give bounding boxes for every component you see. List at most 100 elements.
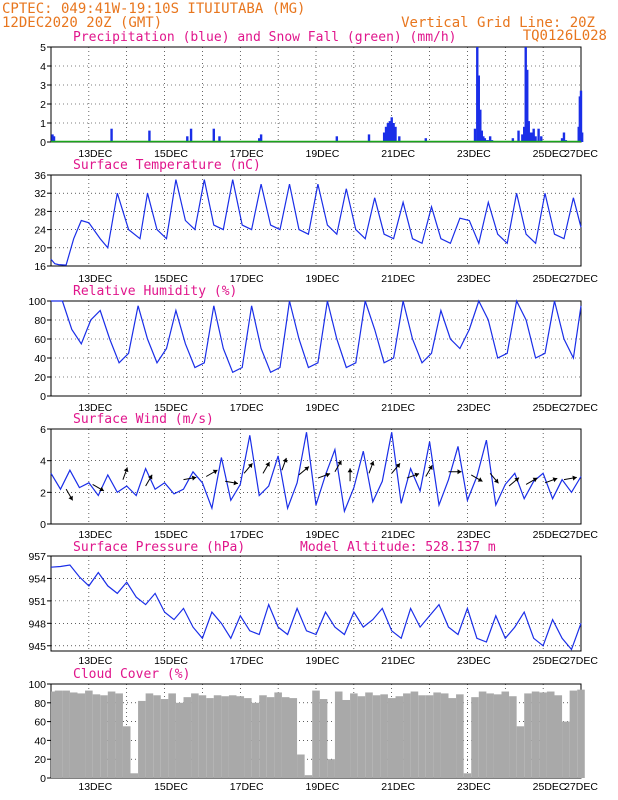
cloud-bar <box>319 699 328 778</box>
x-tick-label: 13DEC <box>78 655 112 667</box>
precip-bar <box>477 75 480 142</box>
cloud-bar <box>478 691 487 778</box>
precip-bar <box>212 128 215 142</box>
cloud-bar <box>395 696 404 778</box>
precip-bar <box>527 121 530 142</box>
precip-bar <box>521 134 524 142</box>
y-tick-label: 80 <box>34 315 46 327</box>
wind-arrow-head <box>265 462 270 467</box>
panel-rh: 0 20 40 60 80 100 Relative Humidity (%) 13DEC 15… <box>28 284 598 414</box>
x-tick-label: 13DEC <box>78 402 112 414</box>
cloud-bar <box>107 691 116 778</box>
y-tick-label: 100 <box>28 296 46 308</box>
x-tick-label: 27DEC <box>564 402 598 414</box>
cloud-bar <box>115 693 123 778</box>
cloud-bar <box>183 697 192 778</box>
cloud-bar <box>69 692 78 778</box>
cloud-bar <box>403 693 411 778</box>
cloud-bar <box>334 691 343 778</box>
y-tick-label: 957 <box>28 551 46 563</box>
cloud-bar <box>221 696 229 778</box>
cloud-bar <box>168 693 176 778</box>
panel-precip: 0 1 2 3 4 5 Precipitation (blue) and Snow Fall… <box>40 30 598 160</box>
cloud-bar <box>448 698 457 778</box>
precip-bar <box>386 123 390 142</box>
y-tick-label: 60 <box>34 717 46 729</box>
x-tick-label: 13DEC <box>78 781 112 793</box>
wind-arrow-head <box>282 458 288 463</box>
wind-arrow-head <box>457 469 462 475</box>
x-tick-label: 23DEC <box>457 148 491 160</box>
precip-bar <box>540 136 543 142</box>
x-tick-label: 23DEC <box>457 402 491 414</box>
x-tick-label: 25DEC <box>533 655 567 667</box>
x-tick-label: 15DEC <box>154 148 188 160</box>
x-tick-label: 21DEC <box>381 781 415 793</box>
y-tick-label: 0 <box>40 391 46 403</box>
x-tick-label: 19DEC <box>306 655 340 667</box>
x-tick-label: 17DEC <box>230 402 264 414</box>
cloud-bar <box>463 773 472 778</box>
cloud-bar <box>516 726 525 778</box>
x-tick-label: 25DEC <box>533 273 567 285</box>
wind-arrow-head <box>99 486 104 492</box>
y-tick-label: 28 <box>34 206 46 218</box>
wind-arrow-head <box>369 461 375 466</box>
x-tick-label: 19DEC <box>306 402 340 414</box>
model-altitude: Model Altitude: 528.137 m <box>300 540 496 555</box>
precip-bar <box>382 132 386 142</box>
cloud-bar <box>372 695 381 778</box>
cloud-bar <box>160 699 169 778</box>
cloud-bar <box>54 690 63 778</box>
x-tick-label: 19DEC <box>306 273 340 285</box>
x-tick-label: 15DEC <box>154 529 188 541</box>
cloud-bar <box>456 694 464 778</box>
wind-arrow-head <box>148 474 153 480</box>
y-tick-label: 24 <box>34 225 46 237</box>
cloud-bar <box>244 698 252 778</box>
panel-title-temp: Surface Temperature (nC) <box>73 158 261 173</box>
precip-bar <box>480 130 484 142</box>
precip-bar <box>526 69 529 142</box>
precip-bar <box>335 136 339 142</box>
x-tick-label: 15DEC <box>154 655 188 667</box>
precip-bar <box>479 109 482 142</box>
cloud-bar <box>350 693 358 778</box>
x-tick-label: 25DEC <box>533 781 567 793</box>
y-tick-label: 951 <box>28 596 46 608</box>
x-tick-label: 23DEC <box>457 529 491 541</box>
panel-cloud: 0 20 40 60 80 100 Cloud Cover (%) 13DEC 15DEC 17D… <box>28 667 598 793</box>
cloud-bar <box>342 699 351 778</box>
x-tick-label: 23DEC <box>457 273 491 285</box>
y-tick-label: 20 <box>34 243 46 255</box>
y-tick-label: 40 <box>34 735 46 747</box>
wind-arrow-head <box>514 477 519 483</box>
header-code: TQ0126L028 <box>523 28 607 44</box>
header-date: 12DEC2020 20Z (GMT) <box>2 15 162 31</box>
precip-bar <box>488 136 492 142</box>
series-line-rh <box>51 299 582 374</box>
x-tick-label: 21DEC <box>381 273 415 285</box>
cloud-bar <box>486 693 494 778</box>
precip-bar <box>51 134 54 142</box>
precip-bar <box>579 90 583 142</box>
y-tick-label: 0 <box>40 773 46 785</box>
precip-bar <box>52 136 56 142</box>
cloud-bar <box>410 691 419 778</box>
panel-frame <box>50 300 582 397</box>
cloud-bar <box>122 726 131 778</box>
cloud-bar <box>85 690 93 778</box>
y-tick-label: 100 <box>28 679 46 691</box>
x-tick-label: 17DEC <box>230 781 264 793</box>
precip-bar <box>524 47 527 142</box>
precip-bar <box>186 136 189 142</box>
y-tick-label: 3 <box>40 80 46 92</box>
y-tick-label: 36 <box>34 170 46 182</box>
precip-bar <box>483 138 487 142</box>
precip-bar <box>511 138 515 142</box>
wind-arrow-head <box>552 477 558 483</box>
x-tick-label: 17DEC <box>230 273 264 285</box>
cloud-bar <box>577 689 585 778</box>
precip-bar <box>189 128 193 142</box>
cloud-bar <box>213 695 222 778</box>
